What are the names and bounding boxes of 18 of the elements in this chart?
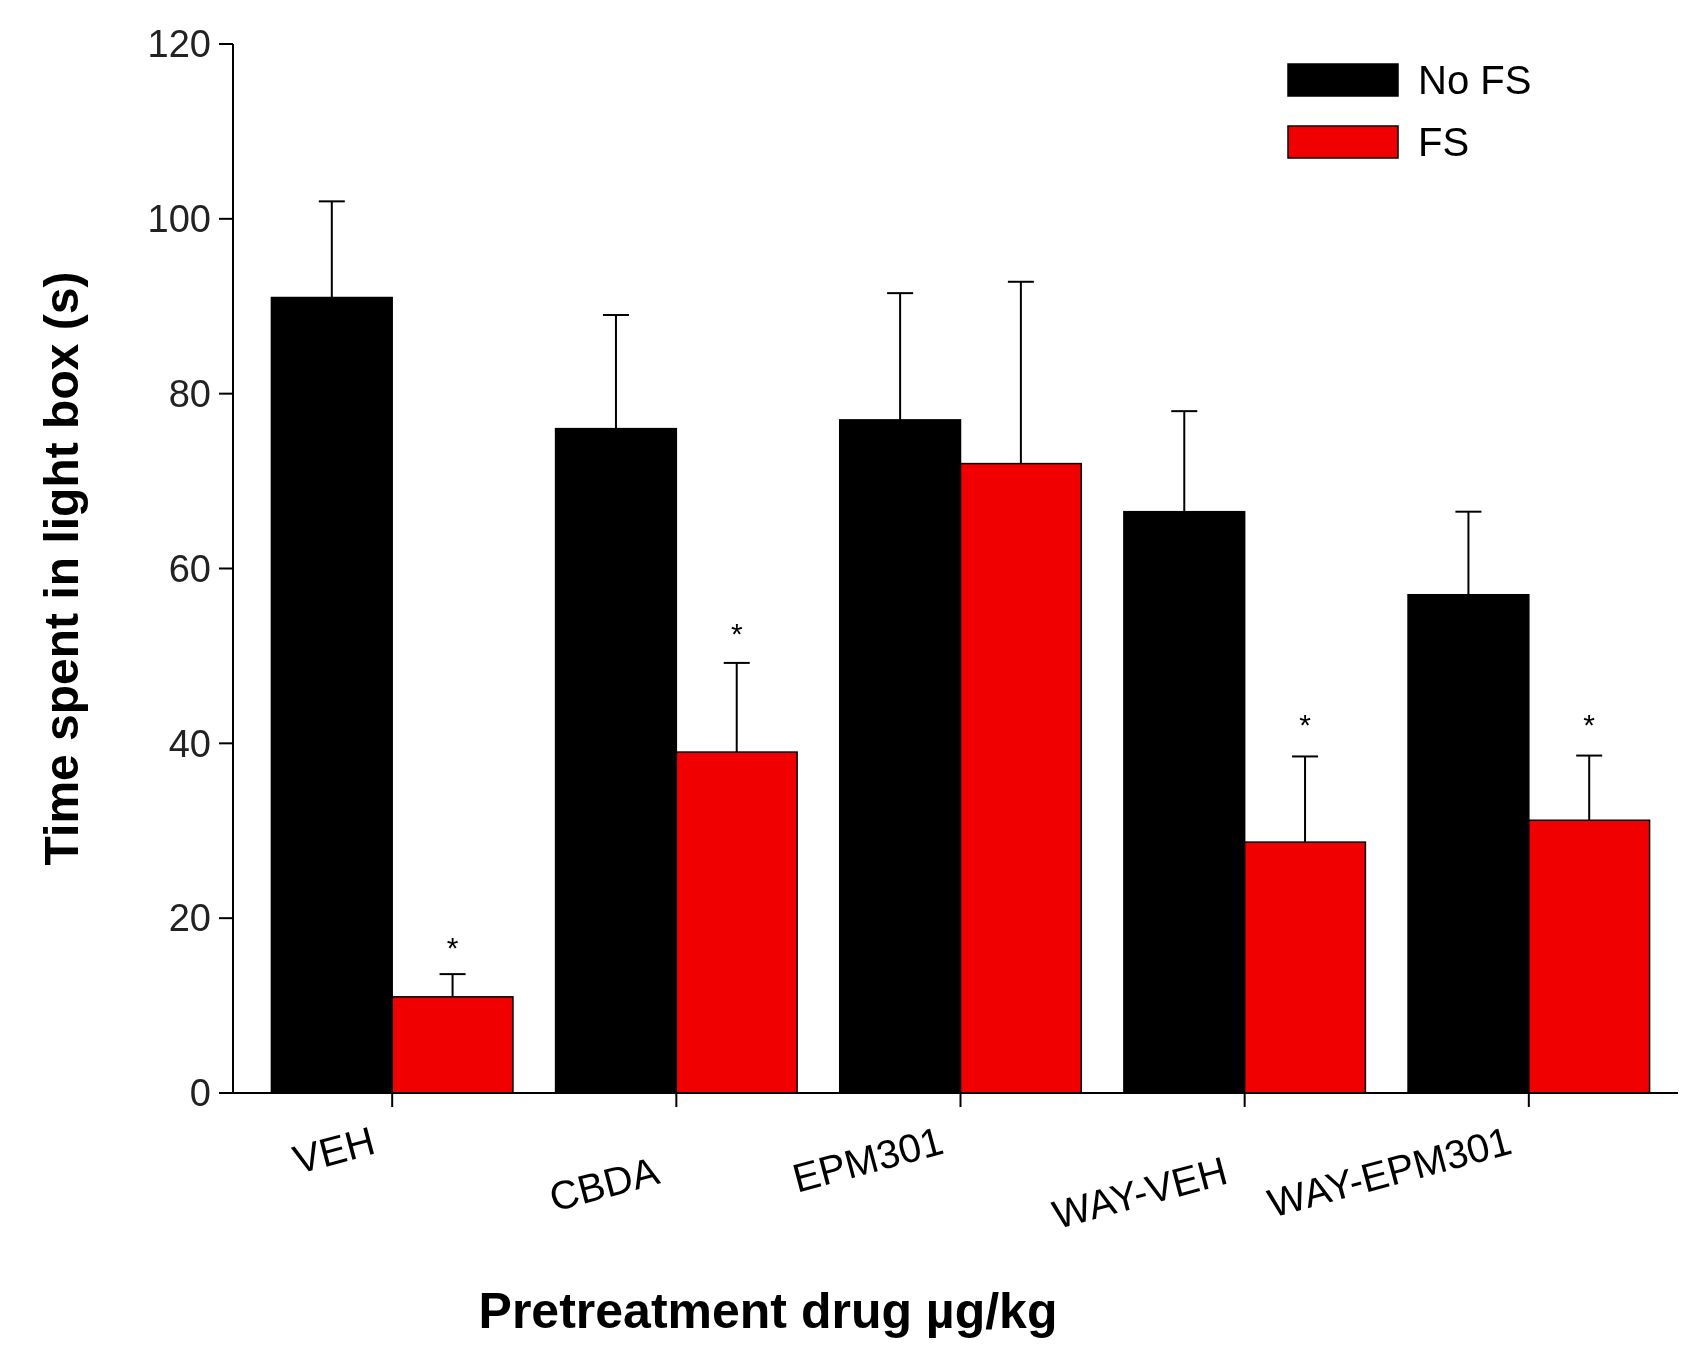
y-axis-title: Time spent in light box (s) [35, 271, 88, 866]
annotation: * [1583, 708, 1596, 742]
x-tick-label: VEH [288, 1118, 380, 1183]
x-tick-label: EPM301 [787, 1118, 948, 1201]
y-tick-label: 120 [147, 23, 211, 66]
y-tick-label: 60 [168, 547, 211, 590]
annotation: * [1299, 708, 1312, 742]
x-axis-title: Pretreatment drug µg/kg [478, 1283, 1058, 1339]
annotation: * [446, 931, 459, 965]
x-tick-label: CBDA [544, 1148, 664, 1220]
y-tick-label: 0 [189, 1072, 211, 1115]
y-tick-label: 100 [147, 198, 211, 241]
legend-label: No FS [1418, 58, 1532, 102]
y-tick-label: 20 [168, 897, 211, 940]
y-tick-label: 80 [168, 372, 211, 415]
legend-label: FS [1418, 120, 1470, 164]
y-tick-label: 40 [168, 722, 211, 765]
annotation: * [730, 616, 743, 650]
